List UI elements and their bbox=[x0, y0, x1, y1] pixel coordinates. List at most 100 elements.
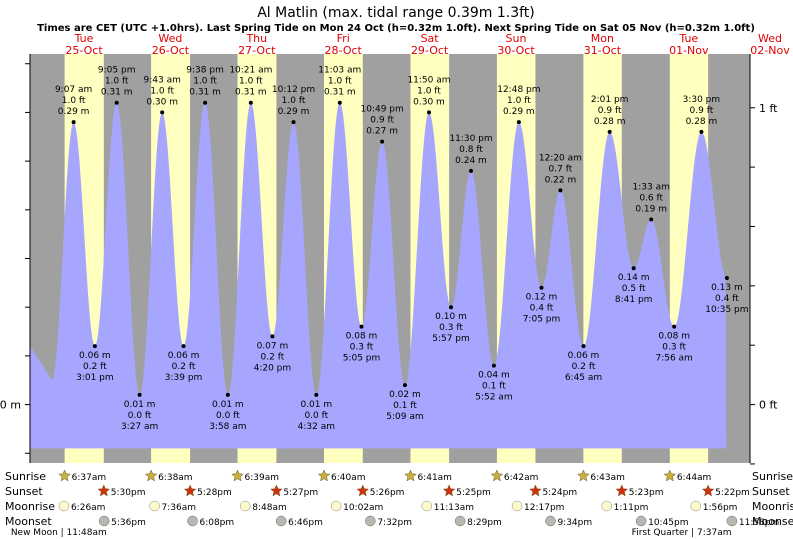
low-tide-point bbox=[181, 344, 186, 349]
low-tide-meters: 0.14 m bbox=[618, 273, 650, 283]
low-tide-meters: 0.08 m bbox=[346, 332, 378, 342]
high-tide-point bbox=[380, 139, 385, 144]
row-event-time: 5:26pm bbox=[370, 488, 405, 498]
low-tide-feet: 0.0 ft bbox=[304, 411, 328, 421]
sunrise-star-icon bbox=[490, 469, 504, 482]
right-axis-label: 1 ft bbox=[759, 102, 778, 115]
low-tide-feet: 0.2 ft bbox=[83, 362, 107, 372]
low-tide-meters: 0.13 m bbox=[711, 283, 743, 293]
row-event-time: 8:29pm bbox=[467, 518, 502, 528]
high-tide-time: 12:20 am bbox=[539, 153, 582, 163]
row-event-time: 5:28pm bbox=[197, 488, 232, 498]
high-tide-point bbox=[607, 129, 612, 134]
moonset-icon bbox=[454, 515, 466, 527]
row-label-left: Moonset bbox=[5, 515, 52, 528]
high-tide-point bbox=[426, 110, 431, 115]
high-tide-point bbox=[248, 100, 253, 105]
low-tide-meters: 0.02 m bbox=[389, 390, 421, 400]
low-tide-time: 3:27 am bbox=[121, 422, 158, 432]
low-tide-meters: 0.08 m bbox=[658, 332, 690, 342]
sunset-star-icon bbox=[183, 484, 197, 497]
low-tide-feet: 0.3 ft bbox=[439, 323, 463, 333]
row-event-time: 10:02am bbox=[343, 503, 383, 513]
high-tide-point bbox=[337, 100, 342, 105]
row-label-right: Sunrise bbox=[752, 470, 793, 483]
sunset-star-icon bbox=[356, 484, 370, 497]
low-tide-feet: 0.1 ft bbox=[393, 401, 417, 411]
day-of-week-label: Sat bbox=[421, 32, 440, 45]
sunrise-star-icon bbox=[663, 469, 677, 482]
row-event-time: 12:17pm bbox=[524, 503, 564, 513]
row-event-time: 5:27pm bbox=[283, 488, 318, 498]
moon-phase-label: First Quarter | 7:37am bbox=[632, 528, 732, 538]
low-tide-feet: 0.4 ft bbox=[530, 304, 554, 314]
high-tide-feet: 0.9 ft bbox=[690, 106, 714, 116]
low-tide-time: 5:05 pm bbox=[343, 354, 381, 364]
row-event-time: 8:48am bbox=[252, 503, 287, 513]
moonset-icon bbox=[187, 515, 198, 527]
row-event-time: 5:30pm bbox=[111, 488, 146, 498]
low-tide-meters: 0.06 m bbox=[568, 351, 600, 361]
low-tide-meters: 0.07 m bbox=[257, 341, 289, 351]
low-tide-feet: 0.2 ft bbox=[572, 362, 596, 372]
row-label-right: Moonrise bbox=[752, 500, 793, 513]
low-tide-time: 5:52 am bbox=[475, 393, 512, 403]
high-tide-meters: 0.29 m bbox=[58, 107, 90, 117]
sunset-star-icon bbox=[270, 484, 283, 497]
row-event-time: 6:39am bbox=[245, 473, 279, 483]
chart-title: Al Matlin (max. tidal range 0.39m 1.3ft) bbox=[257, 5, 535, 21]
low-tide-point bbox=[270, 334, 275, 339]
high-tide-point bbox=[71, 120, 76, 125]
low-tide-point bbox=[359, 324, 364, 329]
high-tide-feet: 0.9 ft bbox=[370, 116, 394, 126]
low-tide-point bbox=[92, 344, 97, 349]
high-tide-meters: 0.27 m bbox=[366, 127, 398, 137]
high-tide-feet: 1.0 ft bbox=[62, 96, 86, 106]
high-tide-meters: 0.28 m bbox=[594, 117, 626, 127]
row-event-time: 6:42am bbox=[504, 473, 539, 483]
low-tide-time: 3:58 am bbox=[209, 422, 246, 432]
low-tide-feet: 0.3 ft bbox=[662, 343, 686, 353]
row-event-time: 5:36pm bbox=[111, 518, 146, 528]
left-axis-label: 0.0 m bbox=[0, 399, 21, 412]
high-tide-meters: 0.28 m bbox=[686, 117, 718, 127]
low-tide-feet: 0.0 ft bbox=[128, 411, 152, 421]
row-event-time: 6:44am bbox=[677, 473, 712, 483]
low-tide-meters: 0.06 m bbox=[168, 351, 200, 361]
high-tide-time: 9:07 am bbox=[55, 85, 92, 95]
row-label-right: Sunset bbox=[752, 485, 790, 498]
sunset-star-icon bbox=[529, 484, 542, 497]
day-of-week-label: Sun bbox=[506, 32, 527, 45]
day-date-label: 27-Oct bbox=[238, 44, 276, 57]
low-tide-meters: 0.04 m bbox=[478, 371, 510, 381]
day-date-label: 26-Oct bbox=[152, 44, 190, 57]
day-of-week-label: Mon bbox=[591, 32, 614, 45]
row-event-time: 1:11pm bbox=[614, 503, 649, 513]
day-of-week-label: Wed bbox=[158, 32, 182, 45]
low-tide-time: 7:05 pm bbox=[523, 315, 561, 325]
high-tide-meters: 0.31 m bbox=[235, 88, 267, 98]
row-event-time: 6:41am bbox=[417, 473, 452, 483]
row-event-time: 7:36am bbox=[162, 503, 197, 513]
moonrise-icon bbox=[58, 500, 70, 512]
high-tide-point bbox=[114, 100, 119, 105]
high-tide-point bbox=[699, 129, 704, 134]
row-label-left: Sunset bbox=[5, 485, 43, 498]
day-date-label: 25-Oct bbox=[65, 44, 103, 57]
high-tide-meters: 0.24 m bbox=[455, 156, 487, 166]
day-date-label: 29-Oct bbox=[411, 44, 449, 57]
moonrise-icon bbox=[421, 500, 433, 512]
row-event-time: 5:23pm bbox=[629, 488, 664, 498]
low-tide-time: 3:01 pm bbox=[76, 373, 114, 383]
sunrise-star-icon bbox=[58, 469, 71, 482]
sunrise-star-icon bbox=[144, 469, 158, 482]
low-tide-time: 7:56 am bbox=[655, 354, 692, 364]
low-tide-point bbox=[724, 275, 729, 280]
day-of-week-label: Tue bbox=[678, 32, 698, 45]
sunrise-star-icon bbox=[404, 469, 417, 482]
sunset-star-icon bbox=[97, 484, 111, 497]
row-label-left: Moonrise bbox=[5, 500, 55, 513]
moonrise-icon bbox=[149, 500, 160, 512]
row-event-time: 5:24pm bbox=[542, 488, 577, 498]
